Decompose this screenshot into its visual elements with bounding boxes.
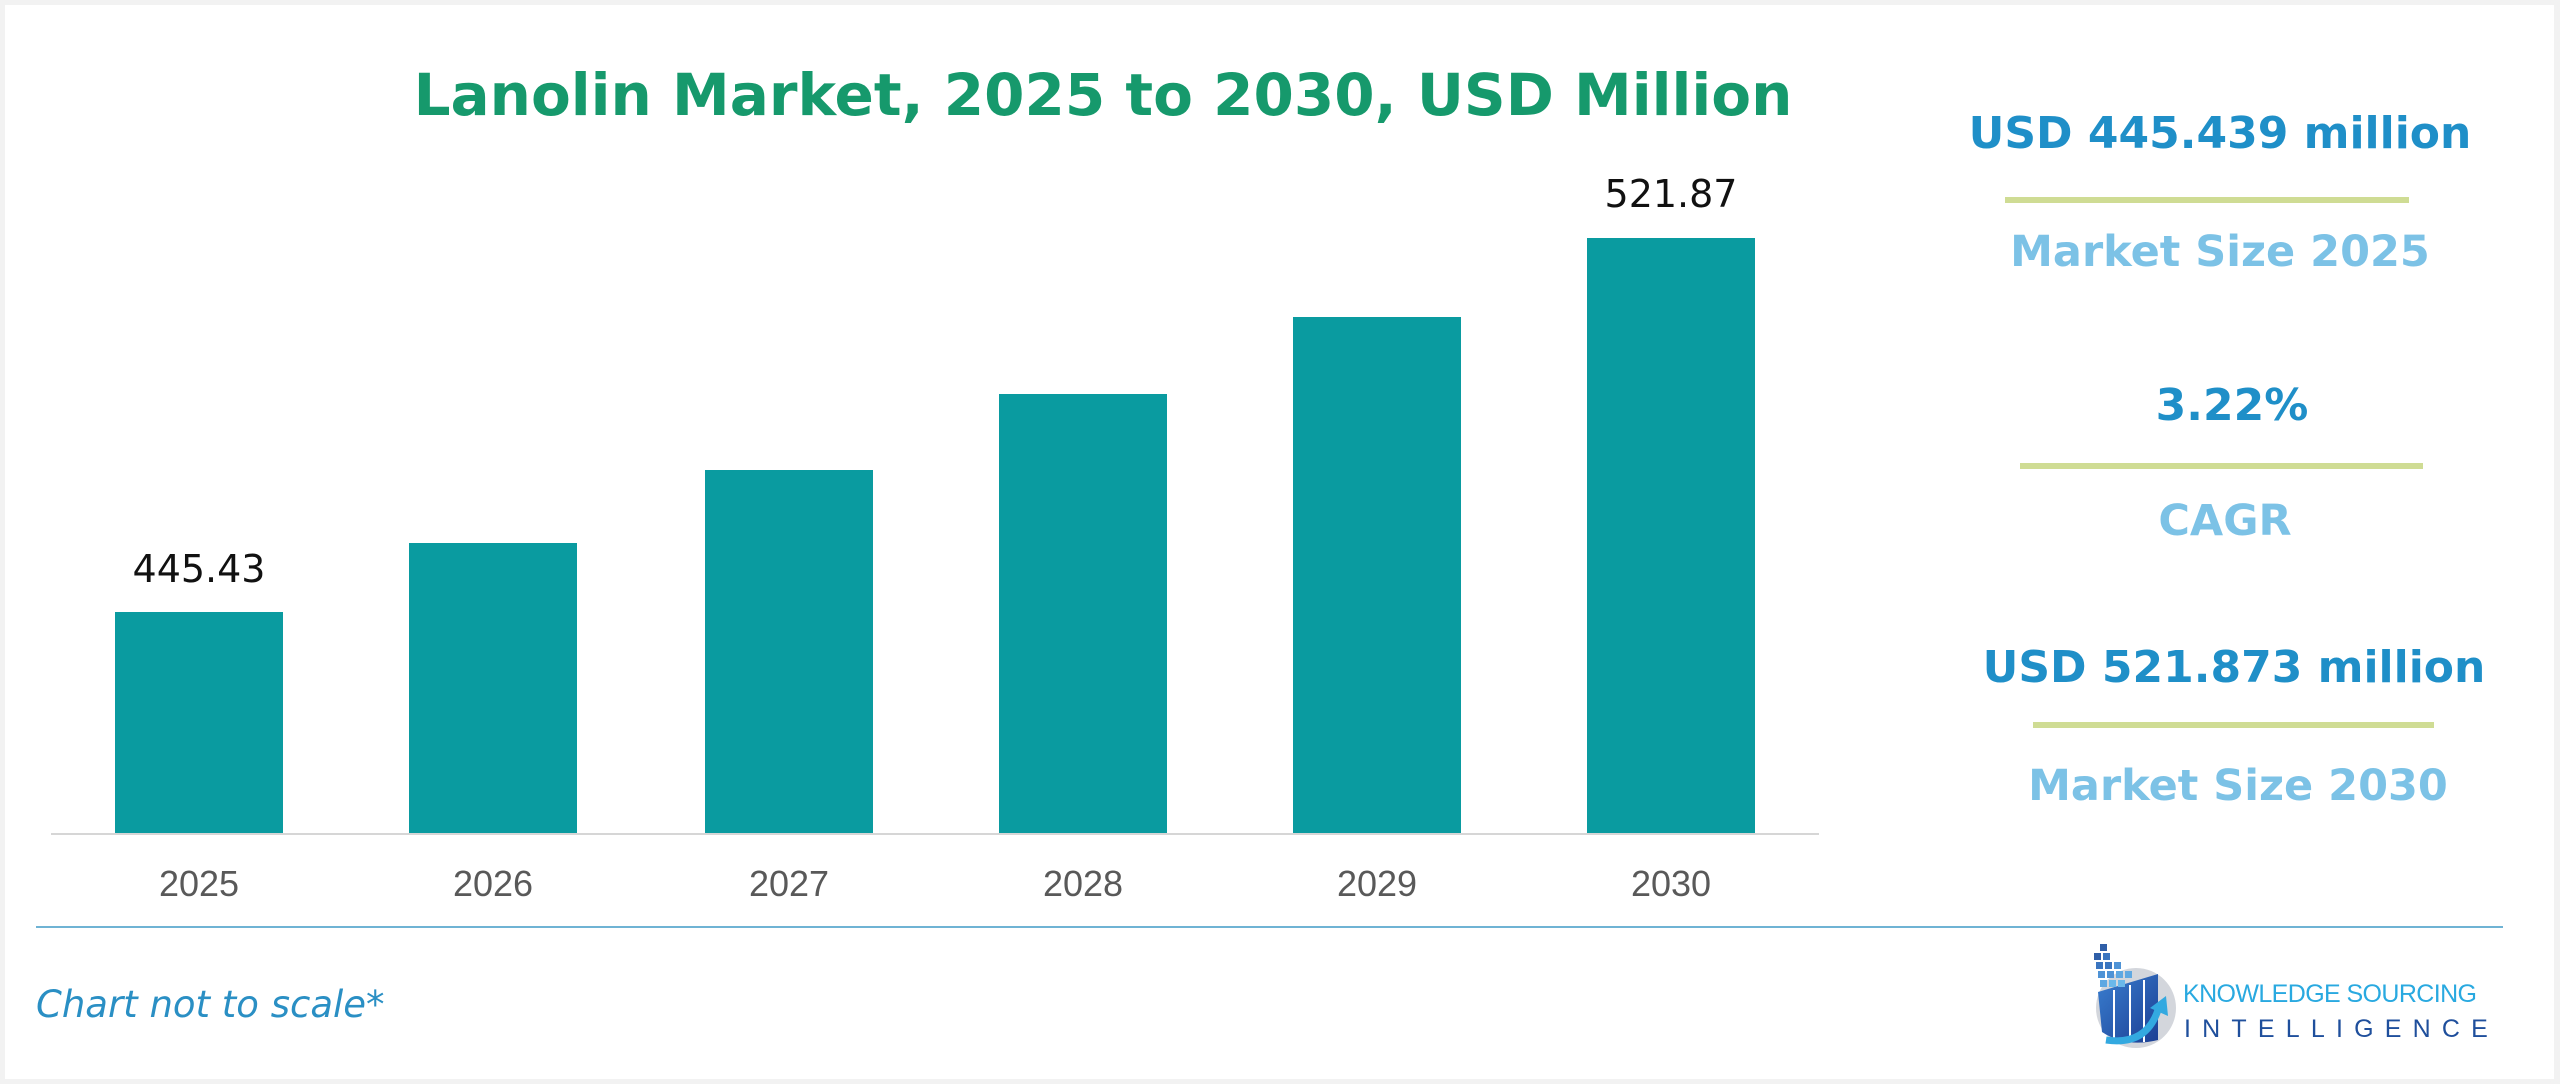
chart-panel [5,5,2554,1079]
stat-market-size-2030-label: Market Size 2030 [2028,761,2448,811]
stat-market-size-2030-value: USD 521.873 million [1982,642,2486,693]
stat-cagr-value: 3.22% [2155,380,2309,431]
bar-2029 [1293,317,1461,833]
x-axis-line [51,833,1819,835]
logo-icon [2094,944,2176,1048]
stat-divider [2005,197,2409,203]
stat-divider [2020,463,2423,469]
logo-text-knowledge-sourcing: KNOWLEDGE SOURCING [2183,980,2477,1008]
knowledge-sourcing-intelligence-logo: KNOWLEDGE SOURCING INTELLIGENCE [2086,940,2506,1055]
x-tick-2025: 2025 [158,863,240,904]
bar-2028 [999,394,1167,833]
stat-market-size-2025-label: Market Size 2025 [2010,227,2430,277]
stat-cagr-label: CAGR [2158,496,2292,546]
data-label-2030: 521.87 [1604,172,1738,216]
x-tick-2029: 2029 [1336,863,1418,904]
x-tick-2026: 2026 [452,863,534,904]
bar-2025 [115,612,283,833]
x-tick-2030: 2030 [1630,863,1712,904]
footer-divider [36,926,2503,928]
data-label-2025: 445.43 [132,547,266,591]
bar-2026 [409,543,577,833]
logo-text-intelligence: INTELLIGENCE [2184,1015,2500,1043]
chart-not-to-scale-note: Chart not to scale* [36,983,385,1026]
chart-title: Lanolin Market, 2025 to 2030, USD Millio… [413,61,1793,129]
x-tick-2027: 2027 [748,863,830,904]
stat-market-size-2025-value: USD 445.439 million [1968,108,2472,159]
bar-2030 [1587,238,1755,833]
stat-divider [2033,722,2434,728]
bar-2027 [705,470,873,833]
x-tick-2028: 2028 [1042,863,1124,904]
bar-chart: 445.43 521.87 2025 2026 2027 2028 2029 2… [51,172,1819,904]
